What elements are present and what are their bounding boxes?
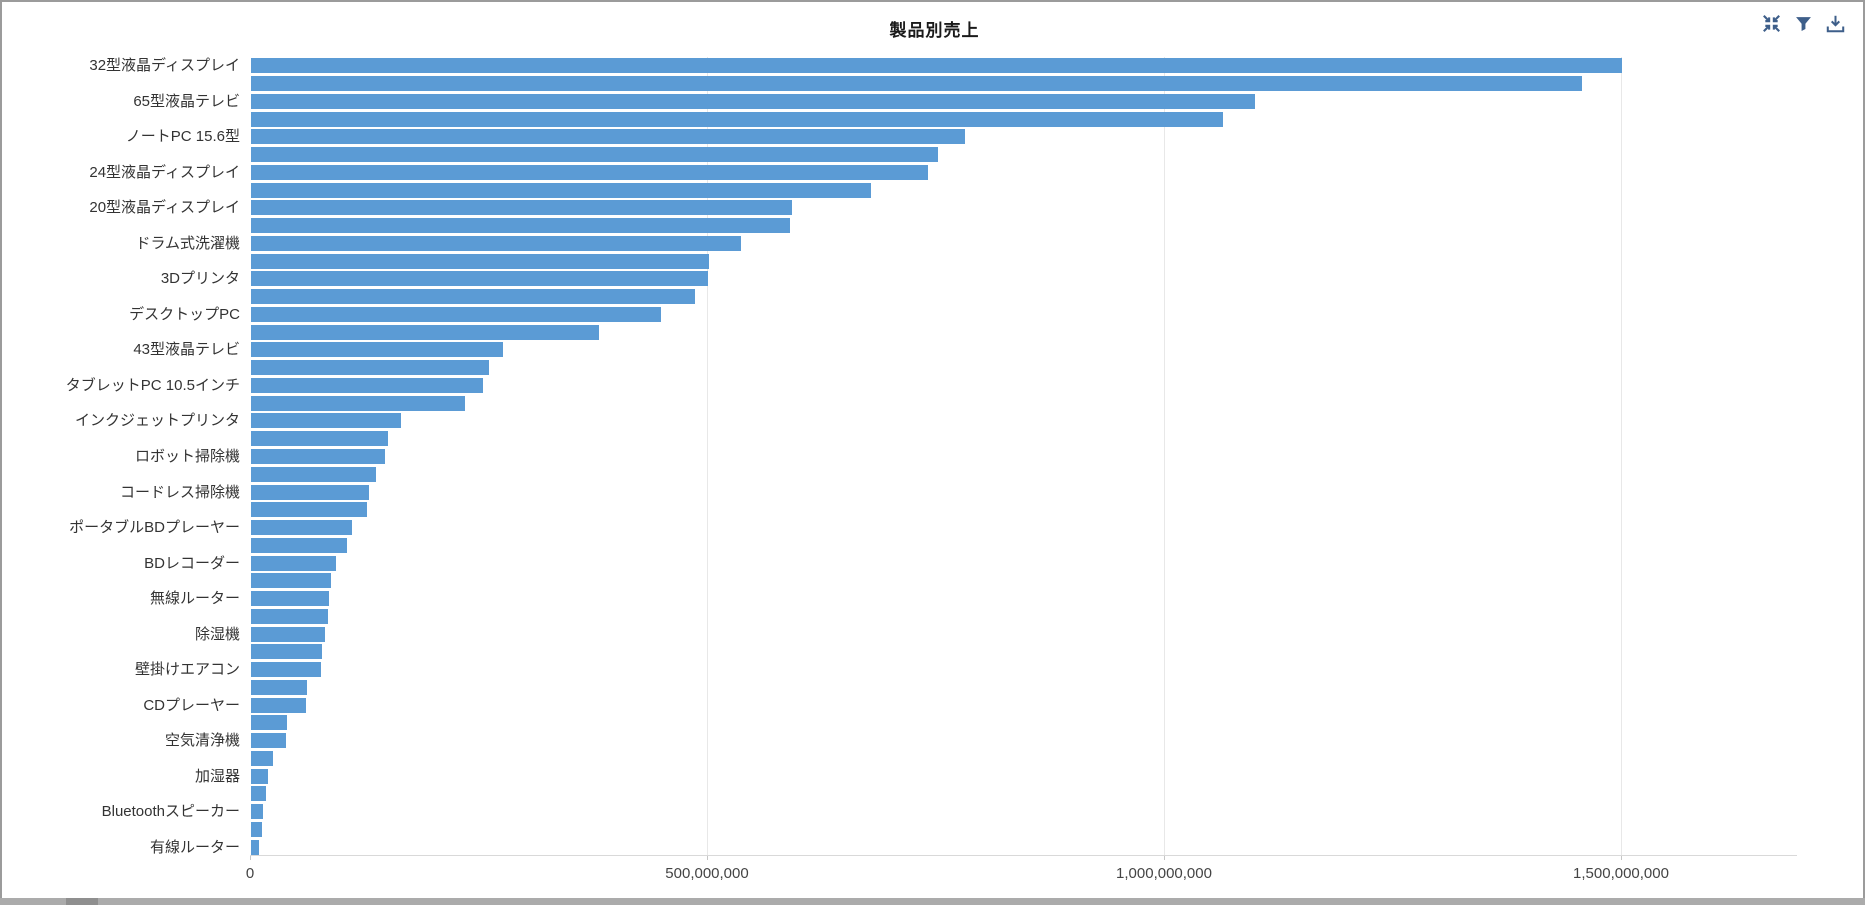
bar-unlabeled-11[interactable] (251, 254, 709, 269)
bar-インクジェットプリンタ[interactable] (251, 413, 401, 428)
y-axis-label: ノートPC 15.6型 (125, 128, 240, 145)
bar-unlabeled-13[interactable] (251, 289, 695, 304)
bar-65型液晶テレビ[interactable] (251, 94, 1255, 109)
bar-unlabeled-17[interactable] (251, 360, 489, 375)
bar-unlabeled-3[interactable] (251, 112, 1223, 127)
bar-unlabeled-25[interactable] (251, 502, 367, 517)
filter-icon[interactable] (1794, 14, 1813, 33)
bar-unlabeled-43[interactable] (251, 822, 262, 837)
bar-unlabeled-23[interactable] (251, 467, 376, 482)
y-axis-label: 43型液晶テレビ (133, 341, 240, 358)
bar-unlabeled-1[interactable] (251, 76, 1582, 91)
y-axis-label: コードレス掃除機 (119, 484, 240, 501)
bar-デスクトップPC[interactable] (251, 307, 661, 322)
x-axis-tick-label: 1,500,000,000 (1573, 865, 1669, 882)
bar-unlabeled-39[interactable] (251, 751, 273, 766)
y-axis-label: インクジェットプリンタ (74, 412, 240, 429)
plot-area: 0 500,000,000 1,000,000,000 1,500,000,000 (246, 57, 1797, 882)
bar-Bluetoothスピーカー[interactable] (251, 804, 263, 819)
bar-unlabeled-33[interactable] (251, 644, 322, 659)
y-axis-label: 20型液晶ディスプレイ (89, 199, 240, 216)
gridline (1164, 57, 1165, 855)
bar-有線ルーター[interactable] (251, 840, 259, 855)
bar-43型液晶テレビ[interactable] (251, 342, 503, 357)
y-axis-label: 有線ルーター (149, 839, 240, 856)
chart-title: 製品別売上 (889, 21, 980, 40)
bar-3Dプリンタ[interactable] (251, 271, 708, 286)
bar-無線ルーター[interactable] (251, 591, 329, 606)
bar-32型液晶ディスプレイ[interactable] (251, 58, 1622, 73)
bar-ポータブルBDプレーヤー[interactable] (251, 520, 352, 535)
x-axis-tick (1621, 856, 1622, 860)
bar-unlabeled-5[interactable] (251, 147, 938, 162)
x-axis-tick (707, 856, 708, 860)
bar-unlabeled-29[interactable] (251, 573, 331, 588)
y-axis-label: ロボット掃除機 (134, 448, 240, 465)
bar-unlabeled-37[interactable] (251, 715, 287, 730)
x-axis-tick-label: 0 (245, 865, 255, 882)
y-axis-label: 24型液晶ディスプレイ (89, 164, 240, 181)
bar-unlabeled-27[interactable] (251, 538, 347, 553)
y-axis-label: BDレコーダー (144, 555, 240, 572)
y-axis-label: CDプレーヤー (143, 697, 240, 714)
bar-コードレス掃除機[interactable] (251, 485, 369, 500)
bar-BDレコーダー[interactable] (251, 556, 336, 571)
gridline (707, 57, 708, 855)
bar-CDプレーヤー[interactable] (251, 698, 306, 713)
x-axis-tick (1164, 856, 1165, 860)
bar-タブレットPC 10.5インチ[interactable] (251, 378, 483, 393)
bar-unlabeled-15[interactable] (251, 325, 599, 340)
x-axis-tick (250, 856, 251, 860)
bar-24型液晶ディスプレイ[interactable] (251, 165, 928, 180)
bar-unlabeled-9[interactable] (251, 218, 790, 233)
bar-ノートPC 15.6型[interactable] (251, 129, 965, 144)
bar-unlabeled-31[interactable] (251, 609, 328, 624)
x-axis-tick-label: 500,000,000 (665, 865, 749, 882)
download-icon[interactable] (1826, 14, 1845, 33)
gridline (1621, 57, 1622, 855)
bar-ロボット掃除機[interactable] (251, 449, 385, 464)
bar-unlabeled-7[interactable] (251, 183, 871, 198)
scrollbar-thumb[interactable] (66, 898, 98, 905)
y-axis-label: 32型液晶ディスプレイ (89, 57, 240, 74)
y-axis-label: タブレットPC 10.5インチ (65, 377, 240, 394)
y-axis-label: 3Dプリンタ (160, 270, 240, 287)
bar-unlabeled-35[interactable] (251, 680, 307, 695)
bar-ドラム式洗濯機[interactable] (251, 236, 741, 251)
y-axis-label: 加湿器 (194, 768, 240, 785)
bar-unlabeled-21[interactable] (251, 431, 388, 446)
y-axis-label: 無線ルーター (149, 590, 240, 607)
bar-20型液晶ディスプレイ[interactable] (251, 200, 792, 215)
y-axis-label: 除湿機 (194, 626, 240, 643)
bar-unlabeled-19[interactable] (251, 396, 465, 411)
bar-空気清浄機[interactable] (251, 733, 286, 748)
y-axis-label: デスクトップPC (129, 306, 240, 323)
chart-toolbar (1762, 14, 1845, 33)
collapse-icon[interactable] (1762, 14, 1781, 33)
y-axis-label: ポータブルBDプレーヤー (69, 519, 240, 536)
y-axis-label: Bluetoothスピーカー (101, 803, 240, 820)
bar-unlabeled-41[interactable] (251, 786, 266, 801)
y-axis-label: 65型液晶テレビ (133, 93, 240, 110)
horizontal-scrollbar[interactable] (0, 898, 1865, 905)
bar-壁掛けエアコン[interactable] (251, 662, 321, 677)
y-axis-label: 空気清浄機 (164, 732, 240, 749)
y-axis-label: ドラム式洗濯機 (135, 235, 240, 252)
bar-加湿器[interactable] (251, 769, 268, 784)
y-axis-label: 壁掛けエアコン (134, 661, 240, 678)
bar-除湿機[interactable] (251, 627, 325, 642)
x-axis-tick-label: 1,000,000,000 (1116, 865, 1212, 882)
